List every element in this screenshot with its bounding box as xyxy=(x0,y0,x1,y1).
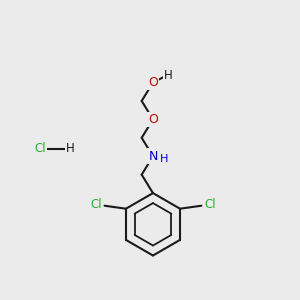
Text: N: N xyxy=(148,150,158,163)
Text: Cl: Cl xyxy=(34,142,46,155)
Text: H: H xyxy=(164,69,173,82)
Text: H: H xyxy=(66,142,75,155)
Text: Cl: Cl xyxy=(90,198,102,211)
Text: O: O xyxy=(148,76,158,89)
Text: Cl: Cl xyxy=(204,198,215,211)
Text: H: H xyxy=(160,154,169,164)
Text: O: O xyxy=(148,113,158,126)
